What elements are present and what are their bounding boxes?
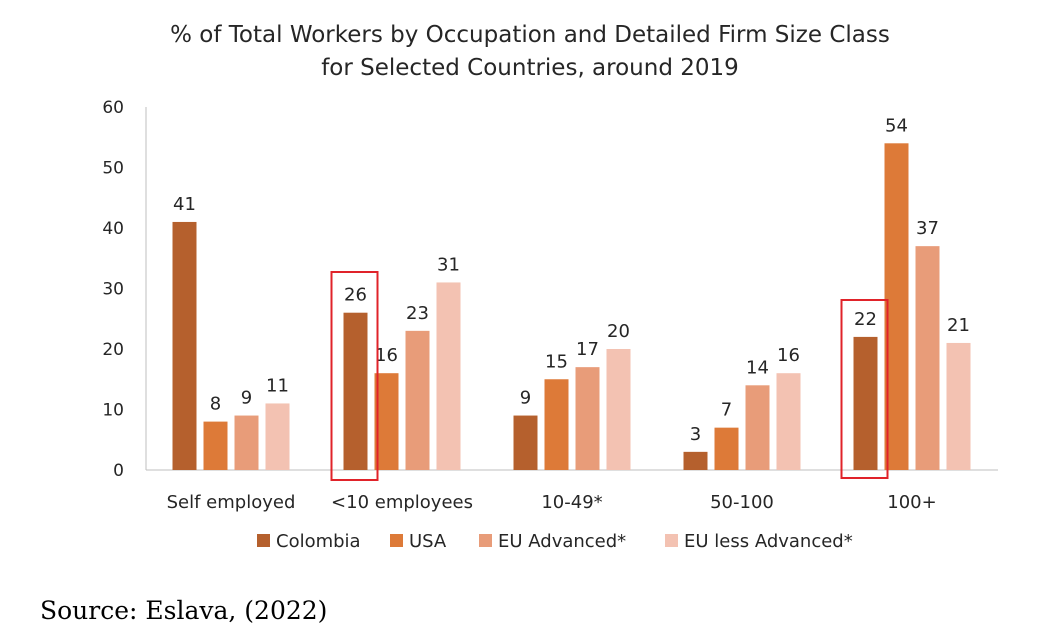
legend-swatch (257, 534, 270, 547)
bar (853, 336, 878, 470)
legend-swatch (665, 534, 678, 547)
bar-value-label: 16 (777, 345, 800, 366)
bar-value-label: 21 (947, 315, 970, 336)
x-category-label: 100+ (887, 492, 936, 513)
y-tick-label: 40 (102, 219, 124, 239)
chart-title-line: % of Total Workers by Occupation and Det… (170, 22, 890, 48)
bar-value-label: 17 (576, 339, 599, 360)
bar (683, 451, 708, 470)
bar-value-label: 37 (916, 218, 939, 239)
bar (776, 373, 801, 470)
bar-value-label: 26 (344, 285, 367, 306)
source-note: Source: Eslava, (2022) (40, 596, 328, 625)
y-tick-label: 30 (102, 280, 124, 300)
x-axis-categories: Self employed <10 employees 10-49* 50-100 10… (167, 492, 937, 513)
bar (915, 246, 940, 470)
bar (265, 403, 290, 470)
highlight-box (330, 271, 379, 481)
bar (343, 312, 368, 470)
bar (745, 385, 770, 470)
x-category-label: 10-49* (541, 492, 602, 513)
highlight-boxes (330, 271, 889, 481)
bar-value-label: 54 (885, 115, 908, 136)
highlight-box (840, 299, 889, 479)
y-tick-label: 60 (102, 98, 124, 118)
bar (513, 415, 538, 470)
legend-label: USA (409, 531, 447, 552)
x-category-label: <10 employees (331, 492, 473, 513)
bar-value-label: 3 (690, 424, 701, 445)
chart-title-line: for Selected Countries, around 2019 (321, 55, 739, 81)
bar-value-label: 7 (721, 400, 732, 421)
bar (172, 221, 197, 470)
bars (172, 143, 971, 471)
legend-label: EU Advanced* (498, 531, 626, 552)
bar-value-label: 9 (241, 388, 252, 409)
chart-title: % of Total Workers by Occupation and Det… (170, 22, 890, 81)
legend: Colombia USA EU Advanced* EU less Advanced* (257, 531, 853, 552)
x-category-label: Self employed (167, 492, 296, 513)
bar-value-label: 9 (520, 388, 531, 409)
bar-value-label: 20 (607, 321, 630, 342)
y-tick-label: 0 (113, 461, 124, 481)
bar (234, 415, 259, 470)
bar (946, 342, 971, 470)
legend-label: Colombia (276, 531, 361, 552)
bar-value-label: 22 (854, 309, 877, 330)
y-tick-label: 50 (102, 159, 124, 179)
bar-value-label: 15 (545, 351, 568, 372)
bar-value-label: 14 (746, 357, 769, 378)
y-tick-label: 10 (102, 401, 124, 421)
bar (544, 379, 569, 470)
x-category-label: 50-100 (710, 492, 774, 513)
bar (405, 330, 430, 470)
bar (714, 427, 739, 470)
legend-label: EU less Advanced* (684, 531, 853, 552)
bar-value-label: 8 (210, 394, 221, 415)
legend-swatch (390, 534, 403, 547)
bar-value-label: 41 (173, 194, 196, 215)
bar (606, 349, 631, 470)
bar (436, 282, 461, 470)
legend-swatch (479, 534, 492, 547)
y-tick-label: 20 (102, 340, 124, 360)
bar-value-label: 23 (406, 303, 429, 324)
bar-value-label: 11 (266, 375, 289, 396)
bar (575, 367, 600, 470)
bar-value-label: 31 (437, 254, 460, 275)
bar-value-label: 16 (375, 345, 398, 366)
bar (203, 421, 228, 470)
